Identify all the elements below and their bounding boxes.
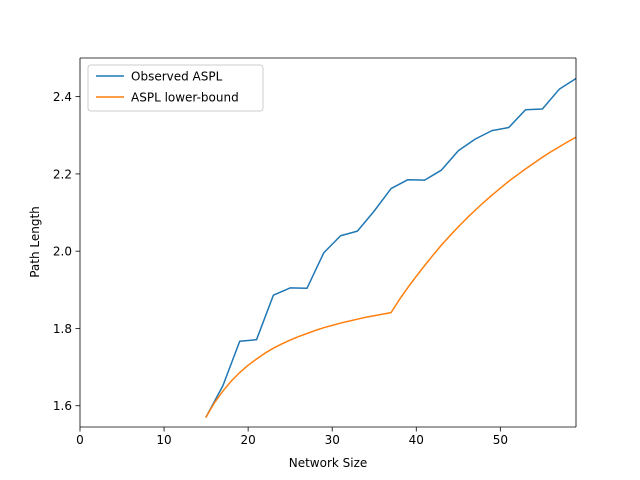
x-tick-label: 10 bbox=[156, 433, 171, 447]
y-axis-label: Path Length bbox=[28, 206, 42, 278]
x-tick-label: 0 bbox=[76, 433, 84, 447]
x-tick-label: 30 bbox=[325, 433, 340, 447]
plot-area bbox=[205, 77, 576, 418]
series-line-2 bbox=[205, 136, 576, 418]
y-tick-label: 1.6 bbox=[53, 399, 72, 413]
series-line-1 bbox=[205, 77, 576, 418]
axes: 0 10 20 30 40 50 1.6 1.8 2.0 2.2 2.4 bbox=[53, 57, 577, 447]
legend-label-1: Observed ASPL bbox=[131, 70, 223, 84]
legend: Observed ASPL ASPL lower-bound bbox=[87, 64, 264, 112]
y-tick-label: 2.4 bbox=[53, 90, 72, 104]
legend-label-2: ASPL lower-bound bbox=[131, 91, 239, 105]
x-tick-label: 40 bbox=[409, 433, 424, 447]
legend-box bbox=[87, 64, 264, 112]
y-tick-label: 2.0 bbox=[53, 245, 72, 259]
x-tick-label: 20 bbox=[240, 433, 255, 447]
y-tick-label: 1.8 bbox=[53, 322, 72, 336]
x-tick-label: 50 bbox=[493, 433, 508, 447]
x-axis-label: Network Size bbox=[289, 456, 368, 470]
y-tick-label: 2.2 bbox=[53, 167, 72, 181]
